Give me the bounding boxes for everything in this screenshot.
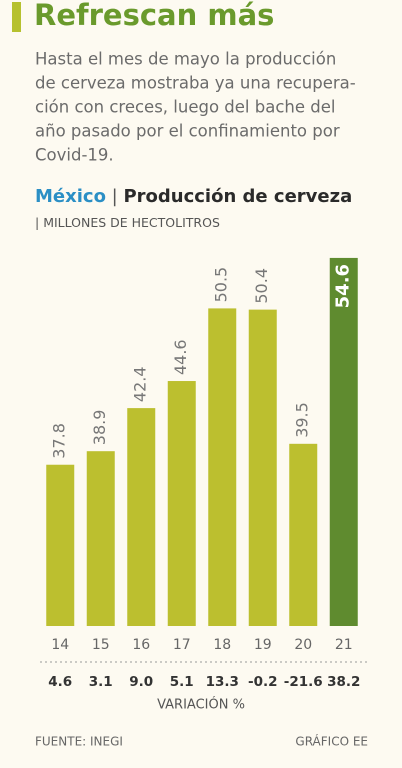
data-label: 39.5: [293, 402, 312, 438]
body-text: Hasta el mes de mayo la producción de ce…: [35, 50, 356, 165]
x-tick-label: 21: [335, 637, 353, 653]
x-tick-label: 19: [254, 637, 272, 653]
separator: |: [35, 215, 43, 230]
x-tick-label: 20: [294, 637, 312, 653]
chart-region: México: [35, 186, 106, 207]
data-label: 54.6: [333, 264, 354, 308]
body-line: año pasado por el confinamiento por: [35, 122, 340, 141]
x-tick-label: 14: [51, 637, 69, 653]
variation-value: 3.1: [89, 674, 113, 690]
variation-label: VARIACIÓN %: [157, 697, 245, 713]
bar: [46, 464, 75, 626]
bar: [329, 257, 358, 626]
bar: [289, 443, 318, 626]
bar: [86, 451, 115, 626]
data-label: 37.8: [50, 423, 69, 459]
bar: [208, 308, 237, 626]
variation-value: -0.2: [248, 674, 278, 690]
bar: [167, 381, 196, 626]
chart-subtitle: | MILLONES DE HECTOLITROS: [35, 215, 220, 230]
data-label: 50.4: [252, 268, 271, 304]
source: FUENTE: INEGI: [35, 735, 123, 749]
credit: GRÁFICO EE: [295, 734, 368, 749]
data-label: 50.5: [212, 267, 231, 303]
body-line: Covid-19.: [35, 146, 114, 165]
bar: [127, 408, 156, 626]
variation-value: 9.0: [129, 674, 153, 690]
body-line: de cerveza mostraba ya una recupera-: [35, 74, 356, 93]
x-tick-label: 16: [132, 637, 150, 653]
chart-title: México | Producción de cerveza: [35, 186, 352, 207]
chart-title-text: Producción de cerveza: [123, 186, 352, 207]
title-accent: [12, 2, 21, 32]
variation-value: -21.6: [284, 674, 323, 690]
separator: |: [106, 186, 124, 207]
subtitle-text: MILLONES DE HECTOLITROS: [43, 215, 220, 230]
bar: [248, 309, 277, 626]
variation-value: 13.3: [206, 674, 239, 690]
variation-value: 5.1: [170, 674, 194, 690]
x-tick-label: 15: [92, 637, 110, 653]
body-line: Hasta el mes de mayo la producción: [35, 50, 336, 69]
variation-value: 4.6: [48, 674, 72, 690]
body-line: ción con creces, luego del bache del: [35, 98, 335, 117]
x-tick-label: 17: [173, 637, 191, 653]
variation-value: 38.2: [327, 674, 360, 690]
data-label: 44.6: [171, 339, 190, 375]
title: Refrescan más: [34, 0, 274, 32]
data-label: 42.4: [131, 366, 150, 402]
x-tick-label: 18: [213, 637, 231, 653]
data-label: 38.9: [90, 410, 109, 446]
